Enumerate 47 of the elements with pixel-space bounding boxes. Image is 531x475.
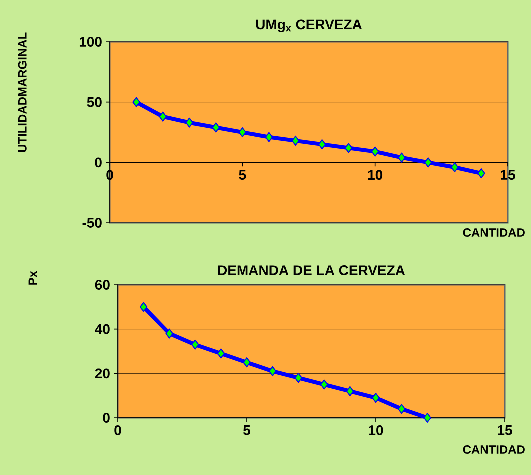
point <box>292 136 300 146</box>
point <box>217 348 226 359</box>
y-tick-label: 20 <box>95 368 110 379</box>
point <box>371 146 380 157</box>
point <box>166 328 174 339</box>
point <box>478 168 486 179</box>
point <box>132 97 140 108</box>
x-tick-label: 10 <box>368 170 383 180</box>
point <box>212 122 220 133</box>
point <box>140 302 148 312</box>
y-axis-title: Px <box>28 271 38 285</box>
point <box>186 118 194 128</box>
point <box>424 158 432 168</box>
y-axis-title: UTILIDADMARGINAL <box>18 32 27 152</box>
point <box>451 162 459 172</box>
point <box>294 373 302 384</box>
x-tick-label: 10 <box>369 426 384 436</box>
point <box>265 132 274 142</box>
x-axis-title: CANTIDAD <box>463 446 525 454</box>
point <box>346 386 354 396</box>
y-tick-label: 0 <box>95 158 102 168</box>
point <box>238 128 247 138</box>
point <box>159 112 167 122</box>
point <box>320 380 328 390</box>
point <box>398 152 406 163</box>
x-tick-label: 0 <box>114 426 122 436</box>
point <box>398 404 406 414</box>
y-tick-label: 0 <box>103 413 110 423</box>
point <box>243 358 251 368</box>
y-tick-label: 100 <box>80 37 102 47</box>
y-tick-label: 40 <box>95 324 110 334</box>
y-tick-label: -50 <box>82 218 102 228</box>
y-tick-label: 50 <box>87 97 102 108</box>
x-axis-title: CANTIDAD <box>463 228 525 238</box>
x-tick-label: 5 <box>239 170 246 180</box>
chart-title: UMg$_{x}$ CERVEZA <box>256 20 362 32</box>
point <box>424 413 432 423</box>
x-tick-label: 15 <box>501 170 516 180</box>
x-tick-label: 5 <box>244 426 251 436</box>
point <box>268 366 277 376</box>
point <box>372 393 380 404</box>
point <box>318 140 326 150</box>
y-tick-label: 60 <box>95 280 110 290</box>
point <box>192 340 200 350</box>
chart-title: DEMANDA DE LA CERVEZA <box>218 266 406 276</box>
x-tick-label: 15 <box>498 426 512 436</box>
point <box>344 143 353 154</box>
